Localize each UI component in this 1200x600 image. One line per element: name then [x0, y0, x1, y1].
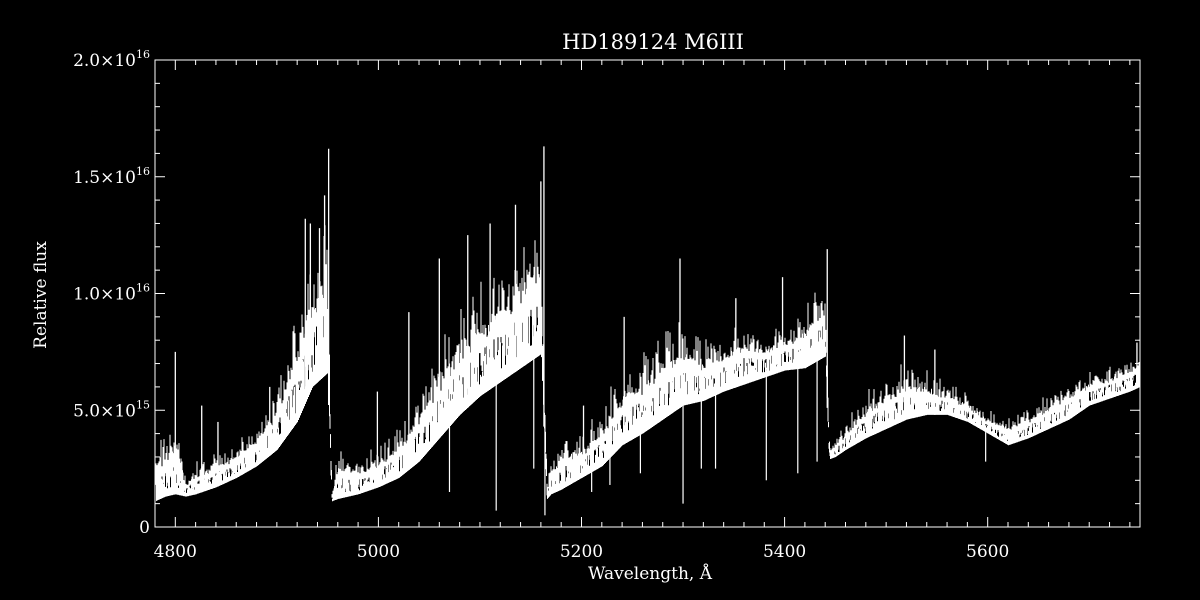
x-tick-label: 4800: [154, 542, 197, 562]
y-tick-label: 2.0×1016: [73, 48, 150, 71]
spectrum-series: [155, 146, 1140, 516]
x-axis-label: Wavelength, Å: [588, 563, 713, 584]
minor-ticks: [154, 60, 1140, 527]
x-tick-label: 5000: [357, 542, 400, 562]
y-tick-label: 5.0×1015: [73, 398, 150, 421]
x-axis: 4800 5000 5200 5400 5600: [154, 60, 1009, 562]
chart-title: HD189124 M6III: [562, 30, 744, 54]
y-tick-label: 0: [139, 518, 150, 538]
x-tick-label: 5400: [763, 542, 806, 562]
x-tick-label: 5600: [966, 542, 1009, 562]
y-axis-label: Relative flux: [31, 241, 51, 349]
y-tick-label: 1.0×1016: [73, 282, 150, 305]
y-tick-label: 1.5×1016: [73, 165, 150, 188]
spectrum-line: [155, 225, 1140, 502]
y-axis: 0 5.0×1015 1.0×1016 1.5×1016 2.0×1016: [73, 48, 1140, 538]
x-tick-label: 5200: [560, 542, 603, 562]
